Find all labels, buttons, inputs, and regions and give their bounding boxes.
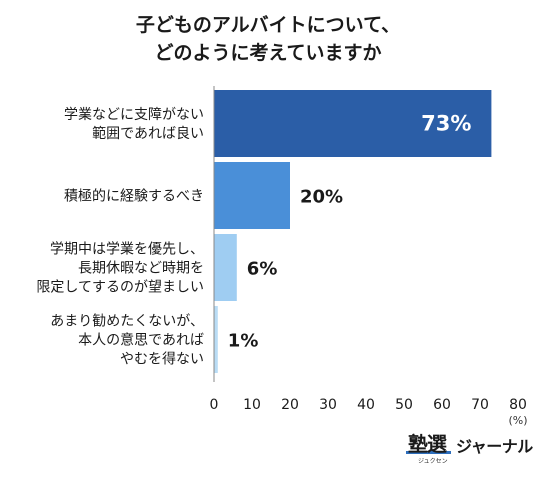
bar-3 <box>214 306 218 373</box>
category-label-3-1: 本人の意思であれば <box>78 332 204 349</box>
logo-text: ジャーナル <box>456 437 533 456</box>
chart-title-line-2: どのように考えていますか <box>154 42 382 64</box>
x-tick-label-3: 30 <box>319 397 337 413</box>
category-label-2-1: 長期休暇など時期を <box>78 261 204 277</box>
category-label-2-0: 学期中は学業を優先し、 <box>50 242 204 258</box>
x-tick-label-7: 70 <box>471 397 489 413</box>
bar-1 <box>214 162 290 229</box>
category-label-0-1: 範囲であれば良い <box>92 125 204 142</box>
x-tick-label-1: 10 <box>243 397 261 413</box>
logo-underline <box>406 451 451 454</box>
category-label-2-2: 限定してするのが望ましい <box>36 280 204 296</box>
x-tick-label-2: 20 <box>281 397 299 413</box>
x-tick-label-6: 60 <box>433 397 451 413</box>
x-tick-label-5: 50 <box>395 397 413 413</box>
value-label-3: 1% <box>228 331 259 352</box>
value-label-0: 73% <box>421 112 471 136</box>
chart-title-line-1: 子どものアルバイトについて、 <box>135 14 401 36</box>
x-axis-unit: (%) <box>508 414 527 427</box>
x-tick-label-0: 0 <box>210 397 219 413</box>
logo-ruby: ジュクセン <box>418 458 448 465</box>
value-label-2: 6% <box>247 259 278 280</box>
logo-mark: 塾選 <box>408 432 447 456</box>
category-label-3-0: あまり勧めたくないが、 <box>50 313 204 330</box>
category-label-0-0: 学業などに支障がない <box>64 107 204 123</box>
category-label-1-0: 積極的に経験するべき <box>64 189 204 205</box>
bar-2 <box>214 234 237 301</box>
x-tick-label-8: 80 <box>509 397 527 413</box>
category-label-3-2: やむを得ない <box>120 351 204 368</box>
bar-0 <box>214 90 492 157</box>
x-tick-label-4: 40 <box>357 397 375 413</box>
value-label-1: 20% <box>300 187 343 208</box>
